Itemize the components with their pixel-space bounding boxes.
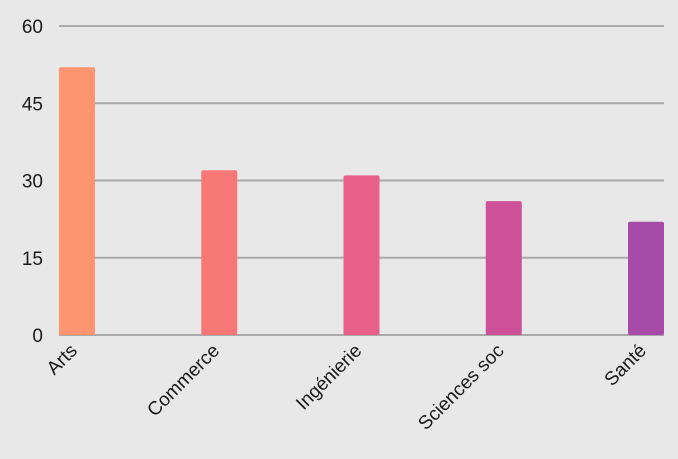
- x-tick-label: Sciences soc: [414, 341, 508, 435]
- x-tick-label: Ingénierie: [292, 341, 366, 415]
- y-axis-tick-labels: 0 15 30 45 60: [22, 17, 43, 347]
- y-tick-label: 30: [22, 172, 43, 193]
- bar-4: [628, 221, 664, 335]
- x-tick-label: Arts: [43, 341, 82, 380]
- x-tick-label: Commerce: [143, 341, 224, 422]
- bar-3: [485, 201, 522, 335]
- bar-0: [59, 67, 95, 335]
- bar-1: [201, 170, 238, 335]
- y-tick-label: 15: [22, 249, 43, 270]
- x-axis-tick-labels: Arts Commerce Ingénierie Sciences soc Santé: [43, 341, 651, 435]
- bar-2: [343, 175, 380, 335]
- y-tick-label: 45: [22, 94, 43, 115]
- bars: [59, 67, 664, 335]
- x-tick-label: Santé: [601, 341, 651, 391]
- y-tick-label: 60: [22, 17, 43, 38]
- y-tick-label: 0: [32, 326, 43, 347]
